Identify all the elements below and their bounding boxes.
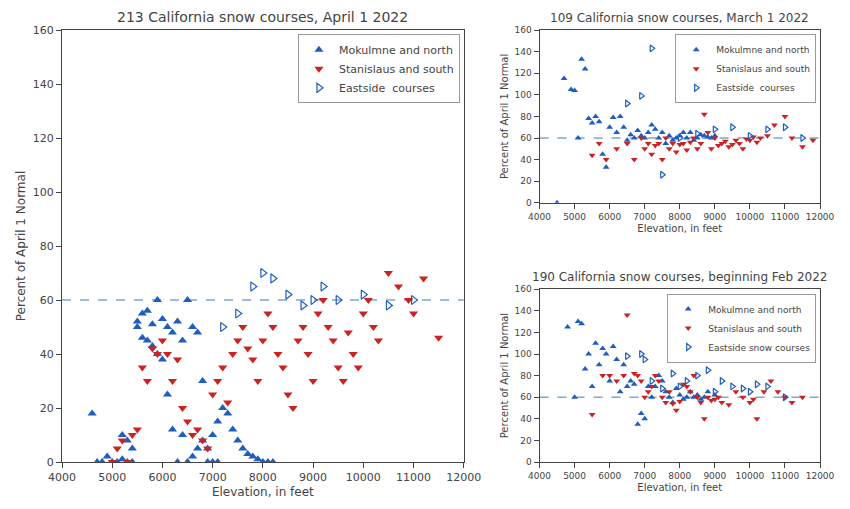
svg-text:9000: 9000 (299, 471, 327, 484)
svg-text:8000: 8000 (668, 471, 691, 481)
svg-text:Elevation, in feet: Elevation, in feet (637, 482, 722, 493)
svg-text:140: 140 (515, 306, 532, 316)
svg-text:9000: 9000 (703, 471, 726, 481)
svg-text:0: 0 (526, 198, 532, 208)
svg-text:Percent of April 1 Normal: Percent of April 1 Normal (499, 313, 510, 438)
svg-text:Eastside courses: Eastside courses (716, 83, 795, 93)
svg-text:60: 60 (520, 133, 532, 143)
svg-text:4000: 4000 (528, 471, 551, 481)
svg-text:60: 60 (40, 294, 54, 307)
svg-text:100: 100 (33, 186, 54, 199)
svg-text:5000: 5000 (98, 471, 126, 484)
svg-text:11000: 11000 (396, 471, 431, 484)
svg-text:213 California snow courses, A: 213 California snow courses, April 1 202… (117, 9, 408, 25)
svg-text:160: 160 (515, 25, 532, 35)
svg-text:40: 40 (40, 348, 54, 361)
svg-text:Stanislaus and south: Stanislaus and south (339, 63, 454, 76)
svg-text:8000: 8000 (668, 212, 691, 222)
svg-text:6000: 6000 (598, 212, 621, 222)
svg-text:120: 120 (515, 328, 532, 338)
svg-text:12000: 12000 (446, 471, 481, 484)
svg-text:190 California snow courses, b: 190 California snow courses, beginning F… (532, 270, 827, 284)
svg-text:Mokulmne and north: Mokulmne and north (708, 305, 801, 315)
svg-text:6000: 6000 (148, 471, 176, 484)
svg-text:20: 20 (520, 176, 532, 186)
svg-text:40: 40 (520, 414, 532, 424)
svg-text:109 California snow courses, M: 109 California snow courses, March 1 202… (550, 11, 809, 25)
svg-text:60: 60 (520, 392, 532, 402)
svg-text:5000: 5000 (563, 212, 586, 222)
svg-text:6000: 6000 (598, 471, 621, 481)
svg-text:Percent of April 1 Normal: Percent of April 1 Normal (499, 54, 510, 179)
svg-text:4000: 4000 (48, 471, 76, 484)
svg-text:7000: 7000 (199, 471, 227, 484)
svg-text:20: 20 (40, 402, 54, 415)
svg-text:Elevation, in feet: Elevation, in feet (212, 485, 314, 499)
svg-text:Mokulmne and north: Mokulmne and north (339, 44, 453, 57)
svg-text:0: 0 (47, 456, 54, 469)
svg-text:Eastside courses: Eastside courses (339, 82, 435, 95)
svg-text:5000: 5000 (563, 471, 586, 481)
svg-text:10000: 10000 (736, 471, 765, 481)
svg-text:40: 40 (520, 155, 532, 165)
svg-text:160: 160 (515, 284, 532, 294)
svg-text:10000: 10000 (346, 471, 381, 484)
svg-text:Eastside snow courses: Eastside snow courses (708, 343, 810, 353)
svg-text:120: 120 (33, 132, 54, 145)
svg-text:Stanislaus and south: Stanislaus and south (708, 324, 802, 334)
svg-text:Mokulmne and north: Mokulmne and north (716, 45, 809, 55)
svg-text:80: 80 (520, 371, 532, 381)
svg-text:11000: 11000 (771, 471, 800, 481)
svg-text:100: 100 (515, 90, 532, 100)
svg-text:11000: 11000 (771, 212, 800, 222)
svg-text:4000: 4000 (528, 212, 551, 222)
svg-text:9000: 9000 (703, 212, 726, 222)
svg-text:80: 80 (520, 112, 532, 122)
svg-text:8000: 8000 (249, 471, 277, 484)
svg-text:7000: 7000 (633, 212, 656, 222)
svg-text:160: 160 (33, 24, 54, 37)
svg-text:Elevation, in feet: Elevation, in feet (637, 223, 722, 234)
svg-text:100: 100 (515, 349, 532, 359)
svg-text:12000: 12000 (806, 471, 835, 481)
svg-text:140: 140 (515, 47, 532, 57)
svg-text:0: 0 (526, 457, 532, 467)
svg-text:10000: 10000 (736, 212, 765, 222)
svg-text:140: 140 (33, 78, 54, 91)
svg-text:80: 80 (40, 240, 54, 253)
svg-text:12000: 12000 (806, 212, 835, 222)
svg-text:Stanislaus and south: Stanislaus and south (716, 64, 810, 74)
svg-text:20: 20 (520, 436, 532, 446)
svg-text:Percent of April 1 Normal: Percent of April 1 Normal (14, 171, 28, 321)
svg-text:7000: 7000 (633, 471, 656, 481)
svg-text:120: 120 (515, 68, 532, 78)
